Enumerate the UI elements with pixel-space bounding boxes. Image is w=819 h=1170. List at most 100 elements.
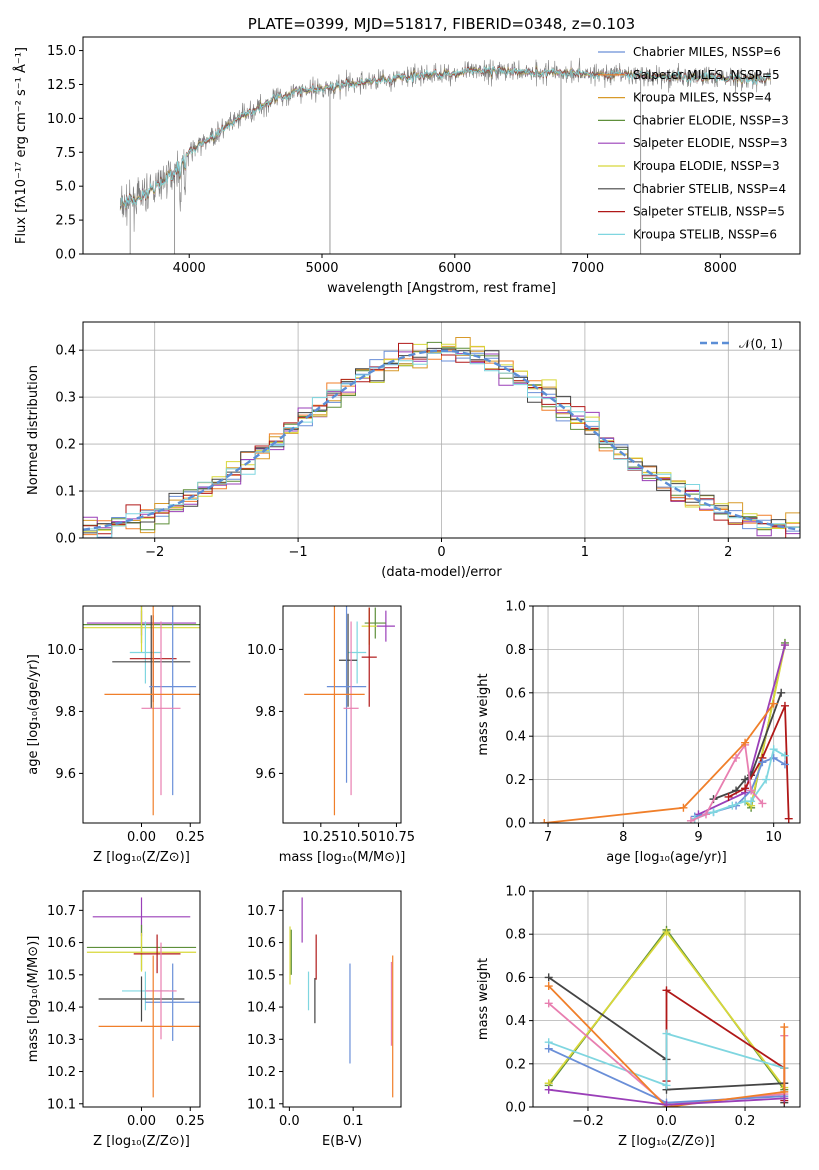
y-tick-label: 0.0 (55, 532, 76, 547)
data-marker (784, 814, 793, 823)
mass-vs-z-plot (86, 897, 200, 1098)
data-marker (686, 816, 695, 823)
data-marker (741, 738, 750, 747)
x-tick-label: 2 (724, 545, 732, 560)
data-marker (544, 1044, 553, 1053)
axes-frame (532, 605, 801, 824)
data-marker (762, 775, 771, 784)
hist-plot (83, 337, 800, 538)
y-tick-label: 9.6 (255, 767, 276, 782)
y-tick-label: 10.6 (247, 936, 276, 951)
y-tick-label: 0.8 (505, 928, 526, 943)
y-axis-label: Flux [fλ10⁻¹⁷ erg cm⁻² s⁻¹ Å⁻¹] (13, 47, 29, 244)
legend-label: Salpeter MILES, NSSP=5 (633, 68, 780, 82)
y-tick-label: 9.6 (55, 767, 76, 782)
legend-label: Chabrier ELODIE, NSSP=3 (633, 113, 789, 127)
y-tick-label: 1.0 (505, 600, 526, 615)
y-tick-label: 0.2 (505, 1057, 526, 1072)
axes-frame (532, 890, 801, 1108)
data-marker (780, 751, 789, 760)
data-marker (780, 701, 789, 710)
y-tick-label: 9.8 (255, 705, 276, 720)
x-tick-label: 0.1 (343, 1114, 364, 1129)
data-marker (724, 792, 733, 801)
axes-frame (82, 890, 201, 1108)
x-tick-label: 0.0 (279, 1114, 300, 1129)
y-axis-label: Normed distribution (26, 365, 41, 495)
y-tick-label: 10.5 (47, 968, 76, 983)
data-marker (662, 1081, 671, 1090)
legend-label: Chabrier STELIB, NSSP=4 (633, 182, 786, 196)
observed-spectrum (119, 57, 771, 232)
y-tick-label: 0.6 (505, 686, 526, 701)
data-marker (741, 775, 750, 784)
y-tick-label: 0.6 (505, 971, 526, 986)
x-tick-label: 10 (765, 830, 782, 845)
x-axis-label: Z [log₁₀(Z/Z⊙)] (93, 1134, 190, 1149)
y-tick-label: 10.1 (47, 1097, 76, 1112)
y-tick-label: 10.0 (47, 112, 76, 127)
data-marker (728, 801, 737, 810)
model-spectrum (119, 65, 771, 209)
legend-label: Salpeter STELIB, NSSP=5 (633, 205, 785, 219)
data-marker (544, 999, 553, 1008)
y-tick-label: 0.4 (55, 344, 76, 359)
y-axis-label: mass [log₁₀(M/M⊙)] (26, 936, 41, 1063)
y-tick-label: 5.0 (55, 180, 76, 195)
x-tick-label: 9 (694, 830, 702, 845)
mass-vs-z-axes: 0.00 0.25 10.1 10.2 10.3 10.4 10.5 10.6 10.7 Z [l… (26, 890, 205, 1149)
age-vs-z-axes: 0.00 0.25 9.6 9.8 10.0 Z [log₁₀(Z/Z⊙)] age [lo… (26, 605, 205, 865)
data-marker (662, 1100, 671, 1107)
spectrum-axes: 4000 5000 6000 7000 8000 0.0 2.5 5.0 7.5 10.0 12.5… (13, 36, 801, 296)
y-tick-label: 15.0 (47, 44, 76, 59)
x-tick-label: 0.0 (656, 1114, 677, 1129)
data-marker (701, 810, 710, 819)
legend-label: Kroupa ELODIE, NSSP=3 (633, 159, 780, 173)
legend-label: Salpeter ELODIE, NSSP=3 (633, 136, 788, 150)
y-tick-label: 0.4 (505, 1014, 526, 1029)
y-axis-label: age [log₁₀(age/yr)] (26, 654, 41, 775)
axes-frame (82, 36, 801, 255)
mass-weight-line (548, 985, 786, 1107)
data-marker (709, 808, 718, 817)
age-vs-mass-axes: 10.25 10.50 10.75 9.6 9.8 10.0 mass [log₁₀(M/M… (247, 605, 415, 865)
legend-label: 𝒩(0, 1) (739, 337, 783, 351)
residuals-axes: −2 −1 0 1 2 0.0 0.1 0.2 0.3 0.4 (data-model)/error… (26, 321, 801, 580)
x-axis-label: wavelength [Angstrom, rest frame] (327, 281, 556, 296)
legend-label: Kroupa STELIB, NSSP=6 (633, 227, 777, 241)
axes-frame (82, 605, 201, 824)
gaussian-curve (83, 349, 800, 531)
x-tick-label: 0 (437, 545, 445, 560)
y-tick-label: 10.3 (47, 1033, 76, 1048)
x-tick-label: −0.2 (572, 1114, 604, 1129)
y-tick-label: 0.0 (505, 817, 526, 832)
data-marker (544, 982, 553, 991)
x-axis-label: mass [log₁₀(M/M⊙)] (279, 850, 406, 865)
age-vs-mass-plot (304, 606, 395, 816)
data-marker (544, 1085, 553, 1094)
x-tick-label: 0.25 (176, 1114, 205, 1129)
y-tick-label: 10.1 (247, 1097, 276, 1112)
x-tick-label: 1 (581, 545, 589, 560)
data-marker (758, 758, 767, 767)
y-axis-label: mass weight (476, 958, 491, 1040)
y-tick-label: 10.7 (247, 904, 276, 919)
data-marker (741, 784, 750, 793)
axes-frame (282, 605, 402, 824)
data-marker (544, 973, 553, 982)
y-tick-label: 0.0 (55, 248, 76, 263)
y-tick-label: 10.7 (47, 904, 76, 919)
x-tick-label: −2 (145, 545, 164, 560)
data-marker (662, 986, 671, 995)
y-tick-label: 0.3 (55, 391, 76, 406)
mass-weight-line (690, 742, 764, 822)
data-marker (747, 786, 756, 795)
weight-vs-age-axes: 7 8 9 10 0.0 0.2 0.4 0.6 0.8 1.0 age [log₁₀(age/yr… (476, 600, 801, 865)
x-tick-label: 4000 (173, 261, 206, 276)
y-tick-label: 0.4 (505, 730, 526, 745)
data-marker (780, 760, 789, 769)
histogram-series (83, 351, 800, 538)
y-tick-label: 9.8 (55, 705, 76, 720)
x-tick-label: 0.25 (176, 830, 205, 845)
